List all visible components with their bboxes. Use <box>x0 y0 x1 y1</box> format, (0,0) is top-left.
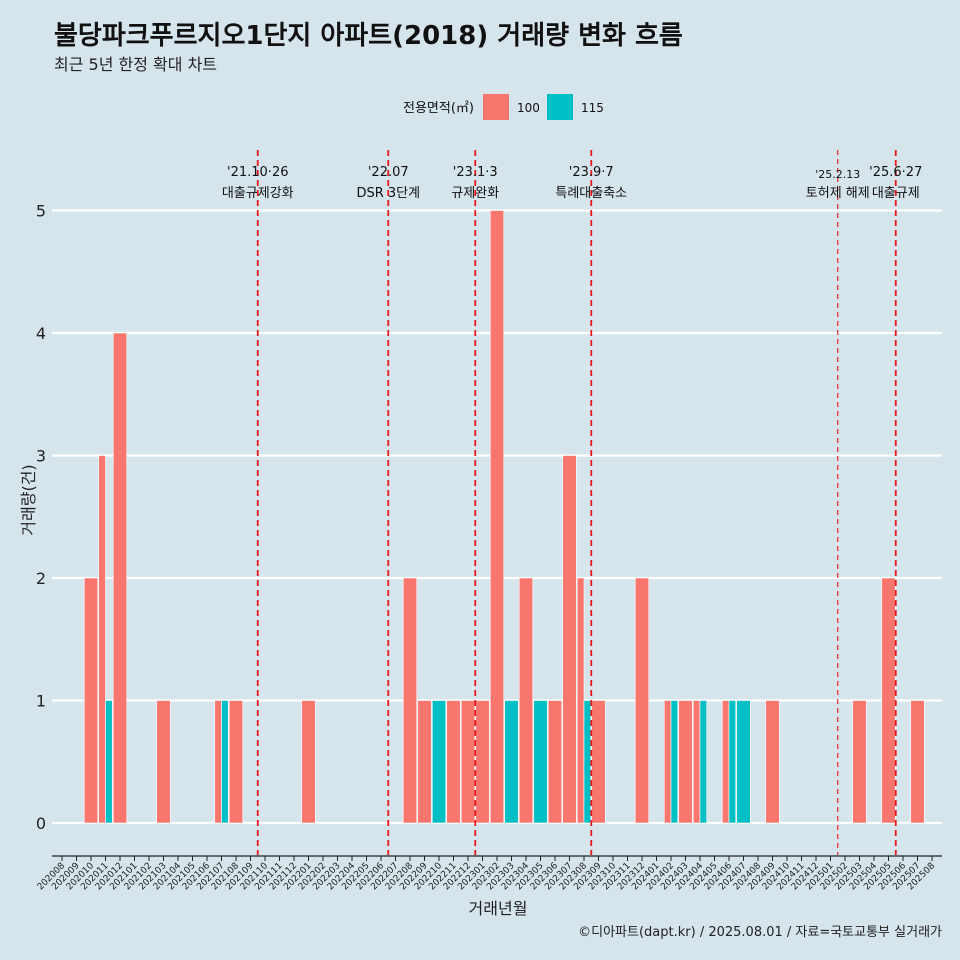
bar-202505-100 <box>881 577 896 824</box>
bar-202407-115 <box>736 700 751 824</box>
y-tick-label: 2 <box>36 569 46 588</box>
x-axis-title: 거래년월 <box>469 899 528 918</box>
source-caption: ©디아파트(dapt.kr) / 2025.08.01 / 자료=국토교통부 실… <box>578 925 942 940</box>
y-tick-label: 1 <box>36 692 46 711</box>
bar-202103-100 <box>156 700 171 824</box>
bar-202209-100 <box>417 700 432 824</box>
event-label: 특례대출축소 <box>555 186 627 201</box>
bar-202108-100 <box>228 700 244 824</box>
bar-202011-100 <box>98 455 106 824</box>
event-date: '23.1·3 <box>453 165 498 180</box>
bar-202201-100 <box>301 700 316 824</box>
event-date: '25.6·27 <box>869 165 922 180</box>
bar-202402-115 <box>670 700 679 824</box>
bar-202010-100 <box>83 577 99 824</box>
legend-label-115: 115 <box>581 101 604 115</box>
y-tick-label: 5 <box>36 202 46 221</box>
bar-202301-100 <box>475 700 490 824</box>
bar-202404-100 <box>692 700 701 824</box>
bar-202307-100 <box>562 455 577 824</box>
bar-202503-100 <box>852 700 867 824</box>
bar-202303-115 <box>504 700 519 824</box>
bar-202308-115 <box>583 700 592 824</box>
y-tick-label: 3 <box>36 447 46 466</box>
chart-subtitle: 최근 5년 한정 확대 차트 <box>54 55 217 74</box>
bar-202404-115 <box>699 700 708 824</box>
bar-202409-100 <box>765 700 780 824</box>
event-date: '23.9·7 <box>569 165 614 180</box>
bar-202107-115 <box>221 700 229 824</box>
bar-202304-100 <box>518 577 534 824</box>
y-axis-title: 거래량(건) <box>19 464 38 535</box>
x-axis: 2020082020092020102020112020122021012021… <box>36 855 942 892</box>
event-date: '21.10·26 <box>227 165 288 180</box>
bar-202302-100 <box>489 210 505 824</box>
event-date: '22.07 <box>368 165 409 180</box>
bar-202212-100 <box>460 700 476 824</box>
bar-202208-100 <box>402 577 418 824</box>
bar-202305-115 <box>533 700 548 824</box>
legend-swatch-100 <box>483 94 509 120</box>
bar-202011-115 <box>105 700 113 824</box>
bar-202312-100 <box>634 577 650 824</box>
y-axis-ticks: 0 1 2 3 4 5 <box>36 202 46 834</box>
event-label: 대출규제강화 <box>222 186 294 201</box>
event-label: 토허제 해제 <box>806 186 870 201</box>
bar-202107-100 <box>214 700 222 824</box>
event-label: DSR 3단계 <box>356 186 420 201</box>
bars <box>83 210 925 824</box>
bar-202309-100 <box>591 700 606 824</box>
y-tick-label: 0 <box>36 814 46 833</box>
event-label: 규제완화 <box>451 186 499 201</box>
legend-swatch-115 <box>547 94 573 120</box>
bar-202308-100 <box>576 577 585 824</box>
bar-202211-100 <box>446 700 461 824</box>
event-label: 대출규제 <box>872 186 920 201</box>
bar-202406-115 <box>728 700 737 824</box>
y-tick-label: 4 <box>36 324 46 343</box>
bar-202507-100 <box>910 700 925 824</box>
legend-title: 전용면적(㎡) <box>403 101 474 116</box>
bar-202012-100 <box>112 332 128 824</box>
legend-label-100: 100 <box>517 101 540 115</box>
bar-202306-100 <box>547 700 563 824</box>
bar-202210-115 <box>431 700 447 824</box>
chart-title: 불당파크푸르지오1단지 아파트(2018) 거래량 변화 흐름 <box>54 21 683 51</box>
bar-202402-100 <box>663 700 672 824</box>
event-date: '25.2.13 <box>815 168 860 181</box>
legend: 전용면적(㎡) 100 115 <box>403 94 604 120</box>
bar-202403-100 <box>678 700 693 824</box>
bar-202406-100 <box>721 700 730 824</box>
event-lines: '21.10·26 대출규제강화 '22.07 DSR 3단계 '23.1·3 규제완화 '… <box>222 150 922 855</box>
